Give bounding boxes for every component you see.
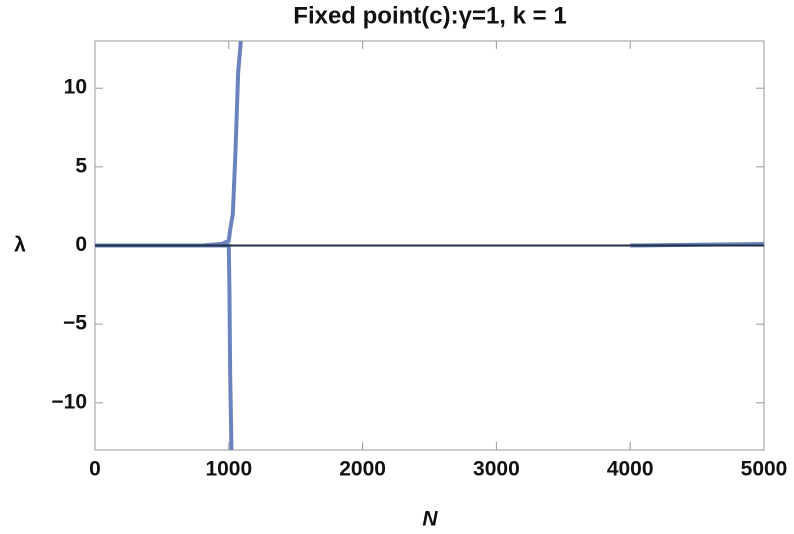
line-series [95,41,243,248]
x-tick-label: 0 [89,458,101,481]
x-tick-label: 3000 [473,458,520,481]
chart-title: Fixed point(c):γ=1, k = 1 [293,2,566,29]
line-series [95,243,234,450]
y-axis-label: λ [14,234,26,257]
y-tick-label: −5 [63,312,87,335]
x-tick-label: 5000 [741,458,788,481]
x-tick-label: 2000 [339,458,386,481]
y-tick-label: −10 [51,390,87,413]
y-tick-label: 10 [64,76,87,99]
x-tick-label: 1000 [205,458,252,481]
x-axis-label: N [422,508,438,531]
y-tick-label: 5 [75,154,87,177]
y-tick-label: 0 [75,233,87,256]
x-tick-label: 4000 [607,458,654,481]
